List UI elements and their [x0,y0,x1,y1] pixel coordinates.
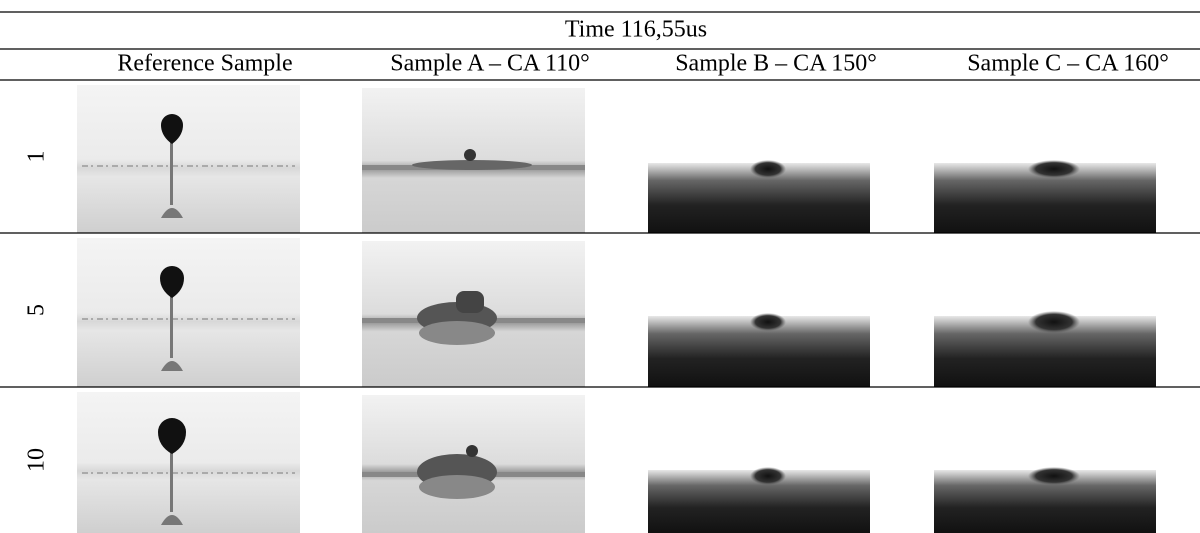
photo [77,392,300,533]
photo [77,238,300,387]
photo-droplet [466,445,478,457]
photo-droplet [158,418,186,454]
column-header: Sample A – CA 110° [390,51,589,77]
photo-droplet [160,266,184,298]
photo-drop [1028,311,1080,333]
photo-jet [170,437,173,512]
images [77,85,1156,533]
photo-droplet [161,114,183,144]
table-title: Time 116,55us [565,17,707,43]
photo-drop [750,313,786,331]
row-label: 10 [24,448,50,472]
photo-droplet [456,291,484,313]
photo-jet [170,283,173,358]
photo-jet [170,130,173,205]
column-header: Reference Sample [117,51,292,77]
photo-droplet [464,149,476,161]
photo-drop-reflection [419,321,495,345]
photo-reflection [161,515,183,525]
row-label: 1 [24,151,50,163]
photo [77,85,300,233]
photo-drop [1028,467,1080,485]
photo-drop-reflection [419,475,495,499]
photo-drop [750,467,786,485]
photo-film [412,160,532,170]
photo-reflection [161,208,183,218]
column-header: Sample B – CA 150° [675,51,877,77]
photo-drop [1028,160,1080,178]
photo-reflection [161,361,183,371]
row-label: 5 [24,304,50,316]
column-header: Sample C – CA 160° [967,51,1169,77]
photo-drop [750,160,786,178]
